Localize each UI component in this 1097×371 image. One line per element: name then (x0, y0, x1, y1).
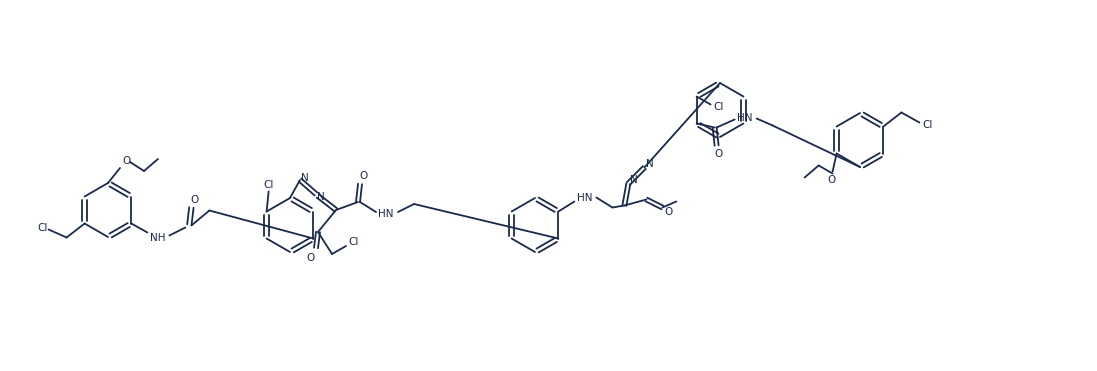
Text: N: N (301, 173, 309, 183)
Text: Cl: Cl (923, 119, 932, 129)
Text: HN: HN (577, 193, 592, 203)
Text: Cl: Cl (349, 237, 359, 247)
Text: O: O (306, 253, 314, 263)
Text: Cl: Cl (713, 102, 724, 112)
Text: Cl: Cl (37, 223, 48, 233)
Text: Cl: Cl (263, 180, 274, 190)
Text: HN: HN (378, 209, 394, 219)
Text: O: O (714, 148, 723, 158)
Text: O: O (190, 194, 199, 204)
Text: N: N (630, 174, 637, 184)
Text: O: O (827, 174, 836, 184)
Text: N: N (645, 158, 653, 168)
Text: HN: HN (737, 112, 753, 122)
Text: O: O (359, 171, 367, 181)
Text: N: N (317, 192, 325, 202)
Text: O: O (665, 207, 672, 217)
Text: O: O (122, 156, 131, 166)
Text: NH: NH (149, 233, 166, 243)
